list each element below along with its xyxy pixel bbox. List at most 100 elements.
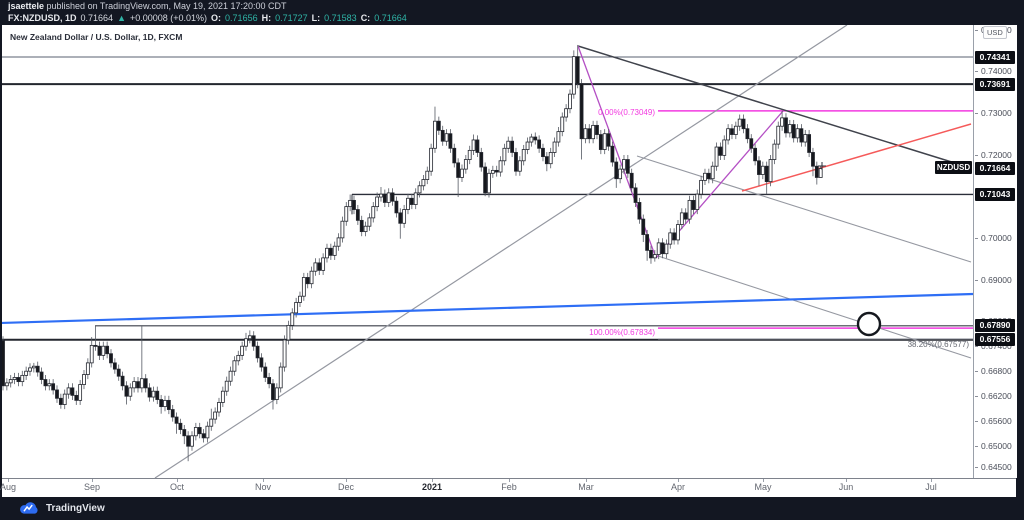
candle-bear	[791, 124, 796, 139]
candle-bull	[602, 133, 607, 150]
candle-bear	[544, 156, 549, 165]
candle-bull	[687, 199, 692, 220]
candle-bear	[749, 138, 754, 149]
price-tick-label: 0.67400	[974, 341, 1017, 351]
candle-bear	[58, 397, 63, 405]
channel-upper-line[interactable]	[636, 155, 972, 263]
candle-bear	[359, 219, 364, 233]
candle-bull	[795, 128, 800, 139]
time-axis[interactable]: Aug Sep Oct Nov Dec 2021 Feb Mar Apr May Jun Jul	[0, 478, 1016, 497]
candle-bull	[205, 425, 210, 439]
candle-bear	[197, 427, 202, 435]
tradingview-logo-link[interactable]: TradingView	[18, 501, 105, 516]
time-axis-label: Oct	[169, 482, 185, 492]
candle-bull	[386, 192, 391, 203]
candle-bull	[298, 295, 302, 303]
time-tick	[509, 479, 510, 482]
candle-bear	[660, 242, 665, 255]
candle-bear	[483, 166, 488, 194]
candle-bear	[510, 140, 515, 153]
candle-bull	[348, 199, 353, 208]
candle-bear	[494, 169, 499, 173]
candle-bear	[537, 139, 542, 149]
candle-bull	[768, 159, 773, 183]
candle-bear	[186, 435, 191, 447]
price-level-badge: 0.67890	[975, 319, 1015, 333]
candle-bull	[463, 159, 468, 170]
candle-bear	[124, 385, 129, 397]
candle-bear	[807, 134, 812, 153]
blue-trendline[interactable]	[2, 292, 973, 325]
red-support-line[interactable]	[741, 123, 972, 192]
price-tick-label: 0.74000	[974, 66, 1017, 76]
symbol-line-segment: H:	[261, 13, 272, 23]
price-level-badge: 0.71043	[975, 187, 1015, 201]
candle-bull	[525, 141, 530, 150]
candle-bull	[760, 165, 765, 175]
symbol-line-segment: C:	[360, 13, 371, 23]
candle-bull	[139, 378, 144, 389]
price-level-badge: 0.73691	[975, 77, 1015, 91]
candle-bull	[325, 247, 329, 259]
candle-bull	[28, 367, 32, 372]
candle-bull	[89, 344, 94, 364]
candle-bull	[193, 427, 198, 437]
candle-bull	[85, 362, 90, 375]
candlestick-plot[interactable]: 0.00%(0.73049) 100.00%(0.67834) 38.20%(0.6…	[2, 25, 973, 478]
symbol-line-segment: FX:NZDUSD, 1D	[8, 13, 77, 23]
candle-bear	[691, 199, 696, 210]
candle-bull	[703, 172, 707, 181]
candle-bull	[375, 196, 380, 208]
candle-bear	[706, 172, 711, 180]
candle-bull	[490, 169, 495, 174]
candle-bull	[101, 345, 106, 356]
march-downtrend-line[interactable]	[577, 45, 972, 169]
candle-bull	[556, 131, 561, 143]
candle-bull	[213, 411, 218, 420]
candle-bull	[803, 134, 808, 143]
candle-bear	[718, 146, 723, 156]
candle-bear	[741, 118, 746, 130]
symbol-line-segment: 0.71664	[374, 13, 407, 23]
candle-bull	[274, 387, 279, 400]
candle-bull	[282, 339, 287, 368]
candle-bear	[606, 133, 611, 147]
candle-bear	[382, 193, 387, 203]
candle-bear	[745, 128, 750, 140]
candle-bull	[82, 374, 86, 385]
circle-annotation[interactable]	[856, 311, 882, 337]
price-tick-label: 0.73000	[974, 108, 1017, 118]
candle-bear	[479, 152, 484, 168]
candle-bear	[533, 136, 538, 141]
candle-bull	[417, 185, 422, 194]
currency-unit-button[interactable]: USD	[983, 26, 1007, 39]
candle-bull	[710, 165, 715, 180]
candle-bull	[8, 379, 13, 384]
time-tick	[92, 479, 93, 482]
candle-bull	[780, 117, 785, 127]
candle-bear	[147, 387, 152, 398]
price-tick-label: 0.69000	[974, 275, 1017, 285]
candle-bull	[344, 206, 349, 222]
long-uptrend-line[interactable]	[154, 25, 848, 478]
candle-bull	[402, 209, 407, 224]
candle-bull	[47, 383, 52, 387]
candle-bull	[224, 380, 229, 392]
candle-bull	[209, 418, 214, 427]
price-tick-label: 0.72000	[974, 150, 1017, 160]
candle-bull	[66, 387, 71, 395]
candle-bear	[757, 160, 761, 175]
price-level-badge: 0.74341	[975, 50, 1015, 64]
symbol-line-segment: +0.00008 (+0.01%)	[129, 13, 208, 23]
candle-bull	[278, 366, 283, 389]
channel-lower-line[interactable]	[657, 255, 972, 359]
candle-bear	[267, 377, 272, 385]
candle-bull	[571, 56, 576, 95]
candle-bear	[514, 152, 518, 172]
time-axis-label: Feb	[501, 482, 517, 492]
candle-bull	[421, 179, 426, 187]
candle-bull	[776, 125, 781, 145]
price-scale[interactable]: 0.750000.740000.730000.720000.700000.690…	[973, 25, 1017, 478]
candle-bear	[575, 56, 580, 85]
candle-bear	[764, 165, 769, 183]
